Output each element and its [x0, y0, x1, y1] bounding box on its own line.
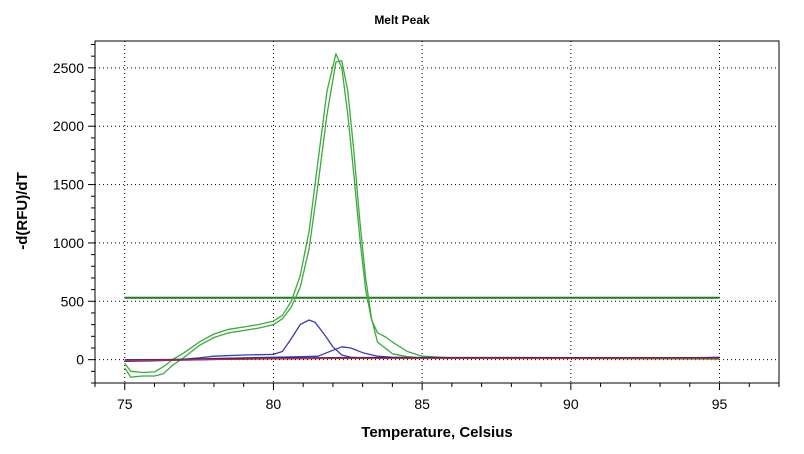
- x-tick-label: 75: [117, 396, 133, 412]
- y-tick-label: 2000: [53, 118, 84, 134]
- series-line-6: [124, 357, 720, 362]
- x-tick-label: 90: [563, 396, 579, 412]
- y-axis-label: -d(RFU)/dT: [14, 172, 31, 249]
- series-line-2: [124, 53, 720, 374]
- chart-title: Melt Peak: [374, 13, 430, 27]
- grid: [95, 41, 779, 383]
- axes: [88, 40, 780, 390]
- y-tick-label: 0: [76, 352, 84, 368]
- series-line-3: [124, 319, 720, 362]
- y-tick-label: 2500: [53, 60, 84, 76]
- y-tick-label: 1000: [53, 235, 84, 251]
- y-tick-label: 500: [61, 293, 85, 309]
- tick-labels: 75 80 85 90 95 0 500 1000 1500 2000 2500: [53, 60, 728, 412]
- y-tick-label: 1500: [53, 177, 84, 193]
- x-tick-label: 95: [712, 396, 728, 412]
- x-tick-label: 80: [266, 396, 282, 412]
- x-axis-label: Temperature, Celsius: [361, 424, 512, 441]
- plot-frame: [94, 40, 780, 384]
- x-tick-label: 85: [414, 396, 430, 412]
- series-group: [124, 53, 720, 378]
